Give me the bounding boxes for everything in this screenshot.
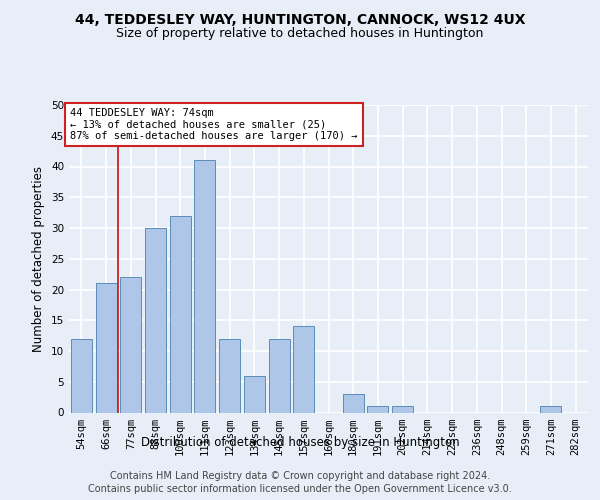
Bar <box>170 216 191 412</box>
Bar <box>343 394 364 412</box>
Bar <box>219 338 240 412</box>
Text: Size of property relative to detached houses in Huntington: Size of property relative to detached ho… <box>116 28 484 40</box>
Bar <box>71 338 92 412</box>
Y-axis label: Number of detached properties: Number of detached properties <box>32 166 46 352</box>
Bar <box>541 406 562 412</box>
Text: Contains HM Land Registry data © Crown copyright and database right 2024.: Contains HM Land Registry data © Crown c… <box>110 471 490 481</box>
Bar <box>194 160 215 412</box>
Text: Distribution of detached houses by size in Huntington: Distribution of detached houses by size … <box>140 436 460 449</box>
Text: Contains public sector information licensed under the Open Government Licence v3: Contains public sector information licen… <box>88 484 512 494</box>
Text: 44 TEDDESLEY WAY: 74sqm
← 13% of detached houses are smaller (25)
87% of semi-de: 44 TEDDESLEY WAY: 74sqm ← 13% of detache… <box>70 108 358 142</box>
Text: 44, TEDDESLEY WAY, HUNTINGTON, CANNOCK, WS12 4UX: 44, TEDDESLEY WAY, HUNTINGTON, CANNOCK, … <box>75 12 525 26</box>
Bar <box>392 406 413 412</box>
Bar <box>145 228 166 412</box>
Bar <box>244 376 265 412</box>
Bar <box>120 277 141 412</box>
Bar <box>95 284 116 412</box>
Bar <box>367 406 388 412</box>
Bar <box>293 326 314 412</box>
Bar <box>269 338 290 412</box>
